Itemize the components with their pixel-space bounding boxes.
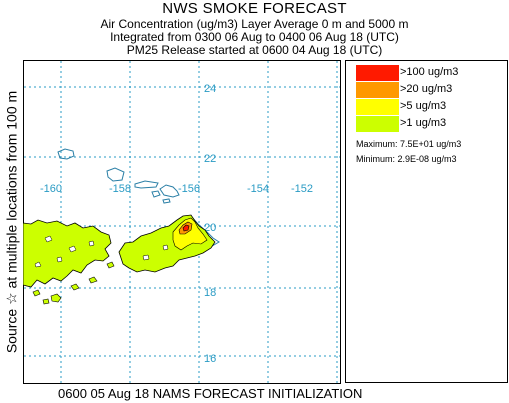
integration-period: Integrated from 0300 06 Aug to 0400 06 A… (110, 30, 399, 44)
lon-label: -156 (178, 183, 200, 195)
plume-hole (68, 245, 77, 253)
plume-hole (56, 256, 63, 263)
forecast-title: NWS SMOKE FORECAST (162, 0, 347, 17)
smoke-forecast-map: 24 22 20 18 16 -160 -158 -156 -154 -152 (23, 60, 341, 384)
legend-swatch (356, 99, 399, 115)
release-start: PM25 Release started at 0600 04 Aug 18 (… (126, 43, 383, 57)
lon-label: -154 (247, 183, 269, 195)
forecast-initialization: 0600 05 Aug 18 NAMS FORECAST INITIALIZAT… (58, 386, 363, 401)
plume-hole (44, 235, 53, 243)
concentration-description: Air Concentration (ug/m3) Layer Average … (100, 17, 409, 31)
plume-hole (142, 254, 150, 261)
plume-hole (88, 240, 95, 247)
kahoolawe-island (162, 198, 171, 204)
minimum-value: Minimum: 2.9E-08 ug/m3 (356, 154, 457, 164)
lat-label: 16 (204, 353, 216, 365)
maui-island (159, 184, 180, 198)
legend-label: >100 ug/m3 (400, 66, 459, 78)
plume-patch (32, 289, 41, 297)
plume-gt100 (182, 224, 190, 232)
legend-label: >1 ug/m3 (400, 117, 447, 129)
lat-label: 22 (204, 153, 216, 165)
lanai-island (151, 190, 161, 198)
legend-swatch (356, 82, 399, 98)
smoke-plume (23, 214, 216, 305)
legend-swatch (356, 116, 399, 132)
lat-label: 18 (204, 287, 216, 299)
lon-label: -160 (40, 183, 62, 195)
molokai-island (134, 180, 159, 189)
plume-gt1-west (23, 219, 112, 288)
plume-hole (34, 261, 42, 268)
kauai-island (57, 148, 75, 160)
source-label: Source ☆ at multiple locations from 100 … (3, 90, 20, 354)
lat-label: 24 (204, 83, 216, 95)
plume-patch (70, 283, 80, 291)
lon-label: -152 (291, 183, 313, 195)
plume-gt5 (172, 217, 208, 251)
legend-label: >5 ug/m3 (400, 100, 447, 112)
oahu-island (106, 167, 125, 182)
plume-patch (106, 261, 115, 269)
plume-patch (50, 293, 62, 303)
plume-patch (42, 298, 50, 305)
graticule (24, 61, 340, 383)
legend: >100 ug/m3 >20 ug/m3 >5 ug/m3 >1 ug/m3 M… (345, 60, 508, 383)
lat-label: 20 (204, 222, 216, 234)
plume-patch (88, 276, 98, 284)
legend-swatch (356, 65, 399, 81)
legend-label: >20 ug/m3 (400, 83, 453, 95)
plume-hole (162, 244, 169, 251)
maximum-value: Maximum: 7.5E+01 ug/m3 (356, 139, 462, 149)
lon-label: -158 (109, 183, 131, 195)
